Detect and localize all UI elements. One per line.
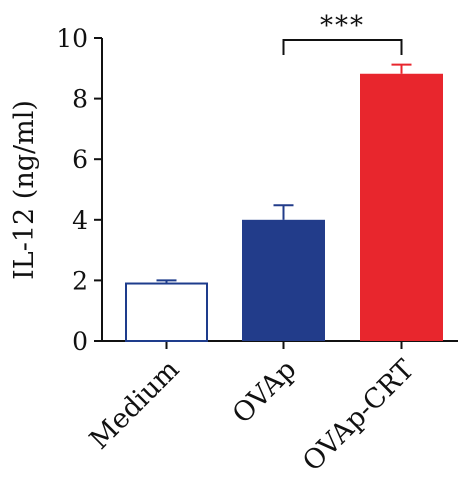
x-tick-label: OVAp-CRT [297,354,421,478]
y-tick-label: 2 [72,266,88,295]
significance-label: *** [320,11,365,41]
x-tick-label: OVAp [227,354,303,430]
y-tick-label: 8 [72,85,88,114]
x-tick-label: Medium [84,354,186,456]
error-bars [156,63,412,283]
significance-annotations: *** [282,11,403,55]
y-axis-label: IL-12 (ng/ml) [9,100,40,280]
significance-bracket [282,39,403,55]
y-tick-label: 4 [72,206,88,235]
y-tick-label: 10 [56,24,88,53]
bar [242,219,325,341]
y-tick-label: 0 [72,327,88,356]
bar [360,73,443,341]
bars [125,73,443,342]
bar [125,282,208,342]
y-tick-label: 6 [72,145,88,174]
